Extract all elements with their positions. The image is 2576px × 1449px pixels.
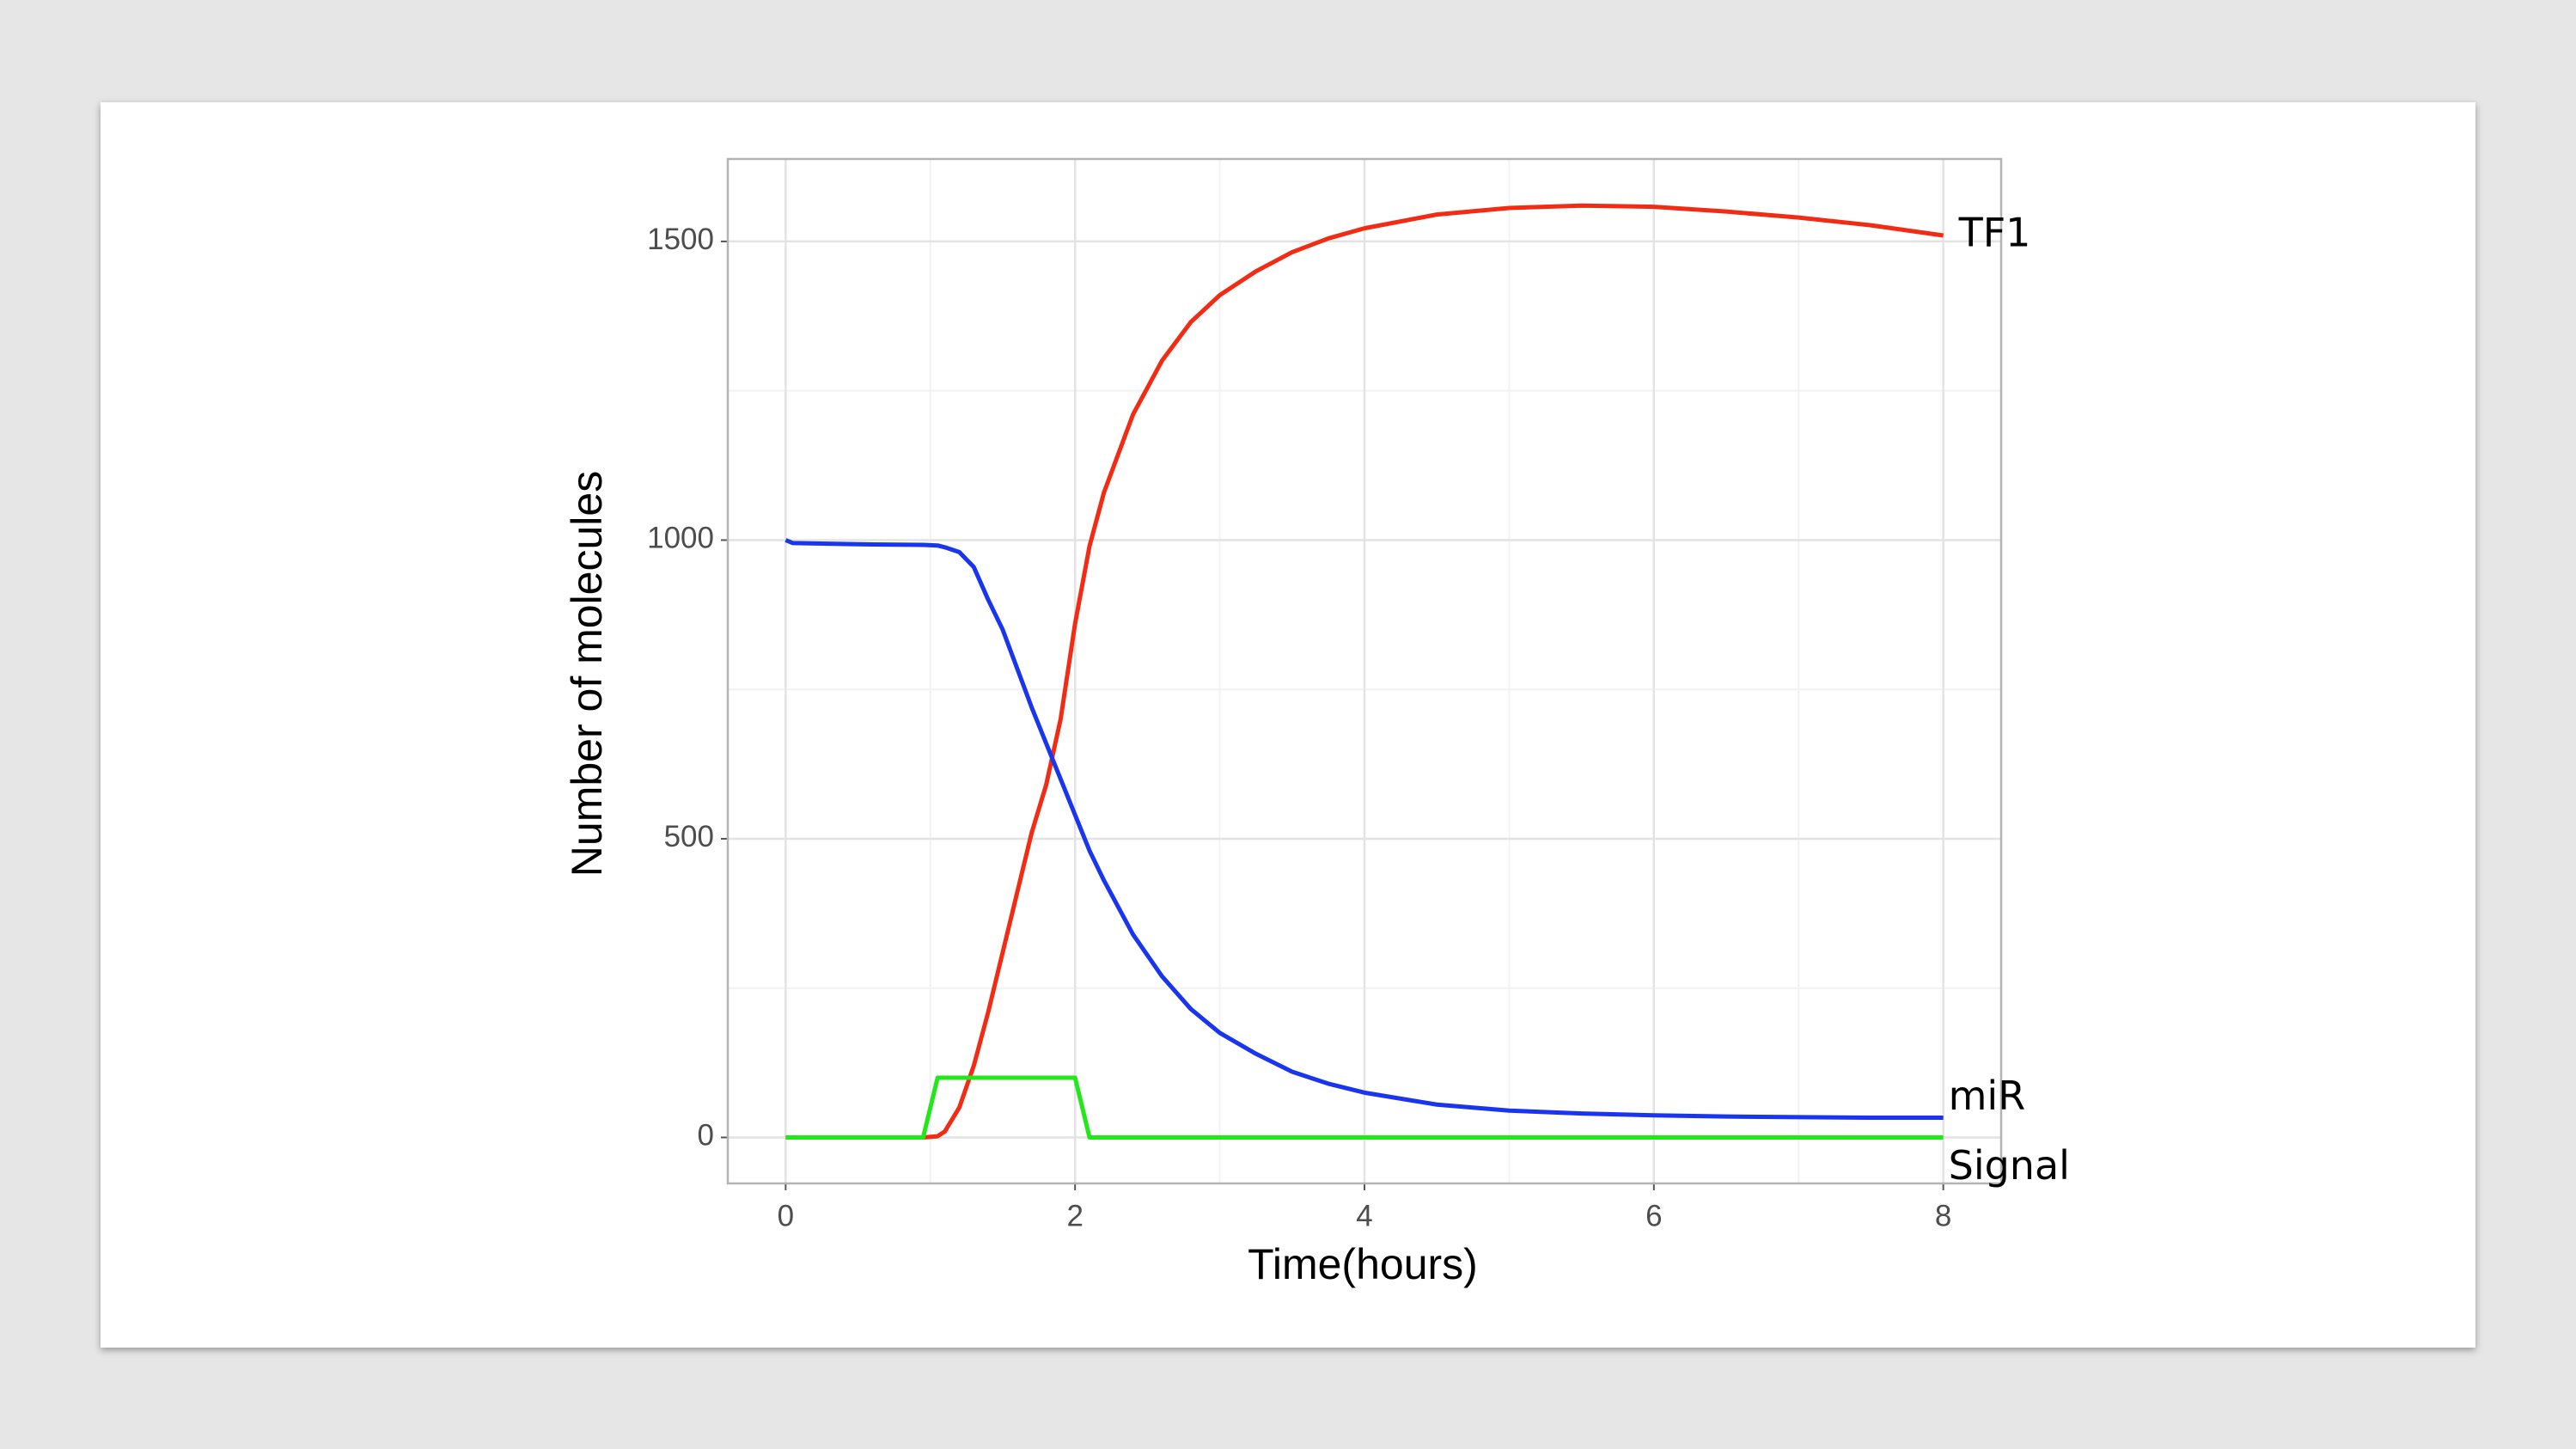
chart: Time(hours) Number of molecules 0 500 1000…: [563, 157, 2070, 1288]
x-tick-label: 8: [1935, 1199, 1951, 1232]
x-axis-title: Time(hours): [1248, 1240, 1478, 1288]
series-label: Signal: [1949, 1142, 2070, 1189]
series-line: [785, 203, 1944, 1140]
x-tick-label: 2: [1066, 1199, 1083, 1232]
panel-border: [726, 157, 2003, 1185]
series-line: [784, 538, 1944, 1121]
x-tick-label: 6: [1645, 1199, 1662, 1232]
y-tick-label: 500: [664, 820, 714, 853]
y-tick-label: 0: [698, 1119, 714, 1152]
slide: Time(hours) Number of molecules 0 500 1000…: [101, 102, 2475, 1348]
series-label: miR: [1949, 1073, 2026, 1119]
series-label: TF1: [1958, 209, 2031, 255]
y-axis-title: Number of molecules: [563, 471, 611, 877]
x-tick-label: 0: [778, 1199, 794, 1232]
x-tick-label: 4: [1356, 1199, 1372, 1232]
y-tick-label: 1500: [647, 223, 714, 256]
y-tick-label: 1000: [647, 522, 714, 555]
series-line: [785, 1075, 1944, 1140]
